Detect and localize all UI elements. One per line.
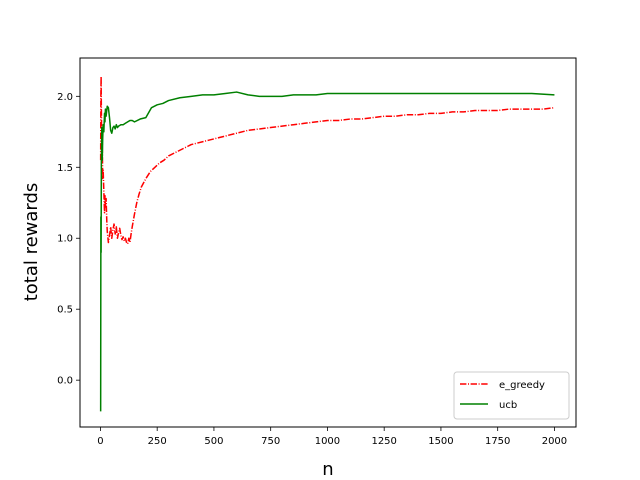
x-axis-title: n bbox=[322, 459, 333, 480]
x-tick-label: 2000 bbox=[542, 436, 567, 447]
x-tick-label: 1000 bbox=[315, 436, 340, 447]
x-tick-label: 1750 bbox=[485, 436, 510, 447]
y-tick-label: 1.0 bbox=[57, 234, 73, 245]
y-tick-label: 0.0 bbox=[57, 376, 73, 387]
y-tick-label: 2.0 bbox=[57, 92, 73, 103]
x-tick-label: 500 bbox=[204, 436, 223, 447]
x-tick-label: 1500 bbox=[428, 436, 453, 447]
x-tick-label: 250 bbox=[148, 436, 167, 447]
series-line-ucb bbox=[99, 91, 555, 412]
y-tick-label: 0.5 bbox=[57, 305, 73, 316]
series-layer bbox=[99, 75, 555, 412]
x-tick-label: 1250 bbox=[371, 436, 396, 447]
y-axis-title: total rewards bbox=[21, 183, 42, 302]
y-tick-label: 1.5 bbox=[57, 163, 73, 174]
series-line-e-greedy bbox=[99, 75, 555, 245]
legend-label: e_greedy bbox=[499, 380, 545, 391]
y-axis-ticks: 0.0 0.5 1.0 1.5 2.0 bbox=[57, 92, 80, 387]
plot-frame bbox=[79, 57, 577, 428]
x-axis-ticks: 0 250 500 750 1000 1250 1500 1750 2000 bbox=[97, 427, 567, 447]
legend-label: ucb bbox=[499, 400, 517, 411]
x-tick-label: 750 bbox=[261, 436, 280, 447]
x-tick-label: 0 bbox=[97, 436, 103, 447]
